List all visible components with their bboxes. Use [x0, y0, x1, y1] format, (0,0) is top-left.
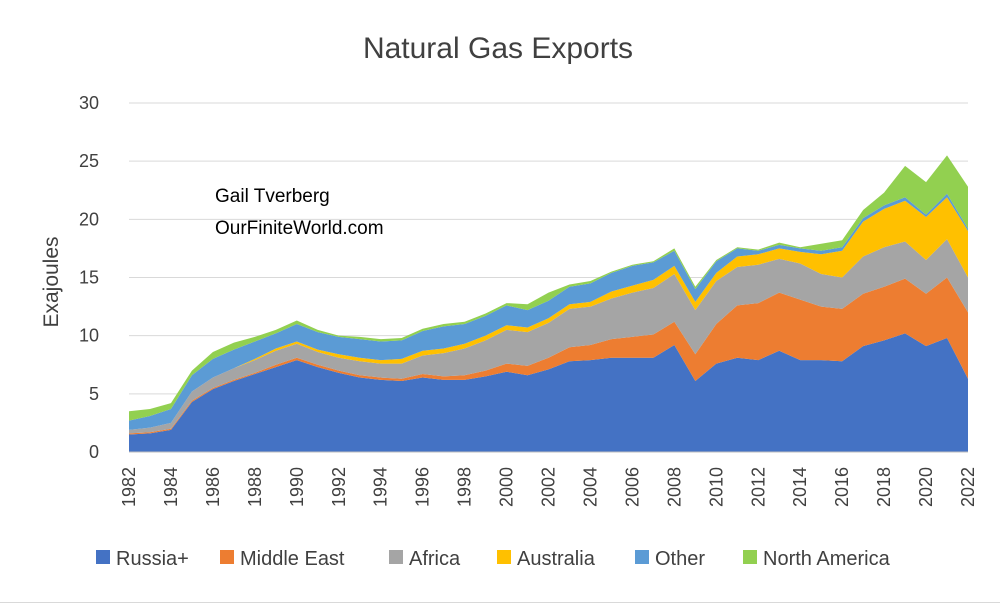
- area-series-australia: [129, 197, 968, 430]
- author-annotation: Gail Tverberg: [215, 186, 330, 207]
- legend-swatch-north-america: [743, 550, 757, 564]
- legend: Russia+ Middle East Africa Australia Other No…: [96, 548, 891, 570]
- legend-label-middle-east: Middle East: [240, 548, 345, 570]
- y-tick-label: 10: [79, 326, 99, 346]
- y-tick-labels: 0 5 10 15 20 25 30: [79, 93, 99, 462]
- x-tick-label: 2004: [580, 467, 600, 507]
- y-tick-label: 0: [89, 442, 99, 462]
- x-tick-label: 1984: [161, 467, 181, 507]
- x-tick-label: 1992: [329, 467, 349, 507]
- legend-swatch-middle-east: [220, 550, 234, 564]
- y-tick-label: 15: [79, 268, 99, 288]
- x-tick-label: 1988: [245, 467, 265, 507]
- legend-label-north-america: North America: [763, 548, 891, 570]
- legend-label-other: Other: [655, 548, 705, 570]
- x-tick-label: 2016: [832, 467, 852, 507]
- y-axis-label: Exajoules: [40, 236, 63, 327]
- x-tick-label: 1998: [455, 467, 475, 507]
- x-tick-label: 2018: [874, 467, 894, 507]
- x-tick-label: 2000: [497, 467, 517, 507]
- x-tick-label: 2022: [958, 467, 978, 507]
- x-tick-label: 2012: [748, 467, 768, 507]
- plot-areas: [129, 155, 968, 452]
- area-series-other: [129, 193, 968, 430]
- y-tick-label: 30: [79, 93, 99, 113]
- x-tick-label: 1994: [371, 467, 391, 507]
- area-series-russia: [129, 333, 968, 452]
- x-tick-label: 2002: [539, 467, 559, 507]
- x-tick-label: 2006: [622, 467, 642, 507]
- legend-label-africa: Africa: [409, 548, 461, 570]
- area-series-africa: [129, 239, 968, 434]
- x-tick-label: 2020: [916, 467, 936, 507]
- website-annotation: OurFiniteWorld.com: [215, 218, 384, 239]
- x-tick-label: 1986: [203, 467, 223, 507]
- x-tick-label: 1996: [413, 467, 433, 507]
- legend-label-australia: Australia: [517, 548, 596, 570]
- x-tick-labels: 1982 1984 1986 1988 1990 1992 1994 1996 1998 2000…: [119, 467, 978, 507]
- legend-swatch-russia: [96, 550, 110, 564]
- x-tick-label: 2014: [790, 467, 810, 507]
- legend-swatch-other: [635, 550, 649, 564]
- x-tick-label: 2008: [664, 467, 684, 507]
- legend-label-russia: Russia+: [116, 548, 189, 570]
- legend-swatch-australia: [497, 550, 511, 564]
- x-tick-label: 1990: [287, 467, 307, 507]
- y-tick-label: 5: [89, 384, 99, 404]
- area-series-middle-east: [129, 277, 968, 435]
- chart-title: Natural Gas Exports: [363, 32, 633, 65]
- x-tick-label: 2010: [706, 467, 726, 507]
- x-tick-label: 1982: [119, 467, 139, 507]
- y-tick-label: 20: [79, 209, 99, 229]
- y-tick-label: 25: [79, 151, 99, 171]
- legend-swatch-africa: [389, 550, 403, 564]
